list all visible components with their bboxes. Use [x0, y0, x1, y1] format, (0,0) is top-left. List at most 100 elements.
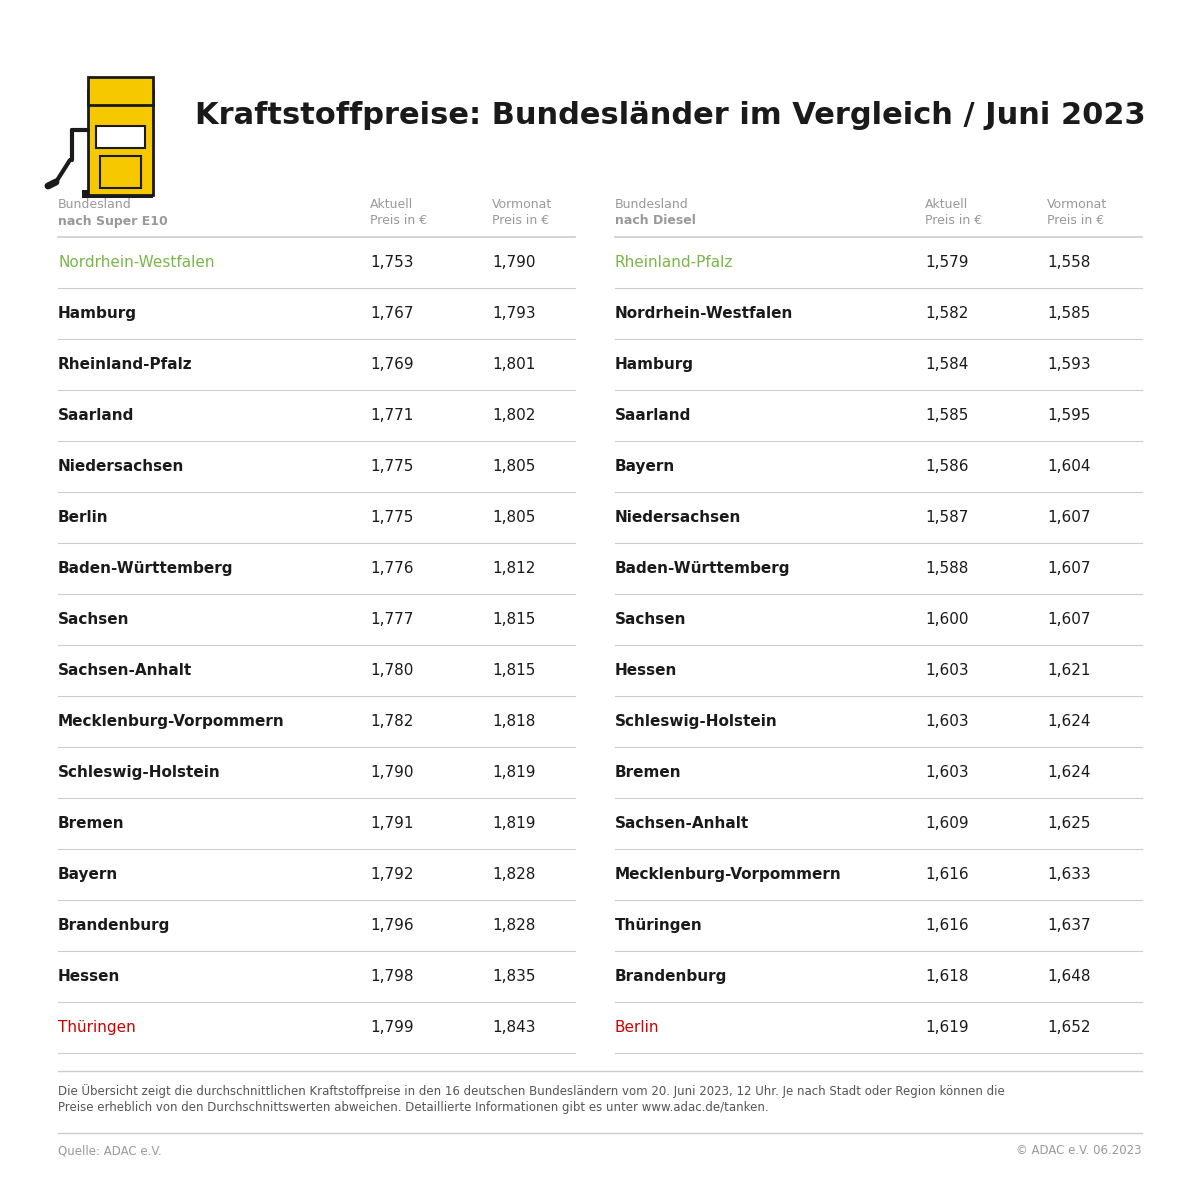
Text: 1,796: 1,796 [370, 917, 414, 933]
Text: 1,624: 1,624 [1046, 765, 1091, 780]
Text: Rheinland-Pfalz: Rheinland-Pfalz [58, 357, 193, 372]
Text: Sachsen: Sachsen [616, 612, 686, 628]
Text: Berlin: Berlin [58, 509, 109, 525]
Text: 1,802: 1,802 [492, 408, 535, 424]
Text: Preise erheblich von den Durchschnittswerten abweichen. Detaillierte Information: Preise erheblich von den Durchschnittswe… [58, 1100, 769, 1113]
Bar [82, 190, 154, 198]
Text: Preis in €: Preis in € [925, 215, 982, 228]
Text: Nordrhein-Westfalen: Nordrhein-Westfalen [58, 255, 215, 270]
Text: 1,775: 1,775 [370, 459, 413, 474]
Text: Preis in €: Preis in € [492, 215, 550, 228]
Text: Preis in €: Preis in € [370, 215, 427, 228]
Text: Berlin: Berlin [616, 1020, 660, 1036]
Text: 1,585: 1,585 [1046, 305, 1091, 321]
Text: 1,798: 1,798 [370, 969, 414, 984]
Text: © ADAC e.V. 06.2023: © ADAC e.V. 06.2023 [1016, 1144, 1142, 1157]
Text: 1,585: 1,585 [925, 408, 968, 424]
Text: Kraftstoffpreise: Bundesländer im Vergleich / Juni 2023: Kraftstoffpreise: Bundesländer im Vergle… [194, 100, 1146, 130]
Text: 1,767: 1,767 [370, 305, 414, 321]
Text: 1,603: 1,603 [925, 713, 968, 729]
Text: Thüringen: Thüringen [616, 917, 703, 933]
Text: 1,799: 1,799 [370, 1020, 414, 1036]
Text: Preis in €: Preis in € [1046, 215, 1104, 228]
Text: 1,607: 1,607 [1046, 509, 1091, 525]
Text: Baden-Württemberg: Baden-Württemberg [616, 561, 791, 576]
Text: Bremen: Bremen [58, 816, 125, 832]
Text: 1,775: 1,775 [370, 509, 413, 525]
Text: Sachsen-Anhalt: Sachsen-Anhalt [58, 663, 192, 678]
Text: Niedersachsen: Niedersachsen [58, 459, 185, 474]
Text: Niedersachsen: Niedersachsen [616, 509, 742, 525]
Text: 1,607: 1,607 [1046, 612, 1091, 628]
Text: 1,793: 1,793 [492, 305, 535, 321]
Text: 1,753: 1,753 [370, 255, 414, 270]
Text: 1,588: 1,588 [925, 561, 968, 576]
Text: Saarland: Saarland [58, 408, 134, 424]
Text: 1,587: 1,587 [925, 509, 968, 525]
Text: 1,586: 1,586 [925, 459, 968, 474]
Text: Sachsen: Sachsen [58, 612, 130, 628]
Bar [96, 126, 145, 148]
Text: Vormonat: Vormonat [1046, 198, 1108, 211]
Text: 1,584: 1,584 [925, 357, 968, 372]
Text: 1,633: 1,633 [1046, 867, 1091, 882]
Text: Vormonat: Vormonat [492, 198, 552, 211]
Text: Hamburg: Hamburg [616, 357, 694, 372]
Text: Hessen: Hessen [616, 663, 677, 678]
Text: 1,769: 1,769 [370, 357, 414, 372]
Text: Thüringen: Thüringen [58, 1020, 136, 1036]
Text: 1,619: 1,619 [925, 1020, 968, 1036]
Text: 1,801: 1,801 [492, 357, 535, 372]
Bar [88, 78, 154, 105]
Text: Schleswig-Holstein: Schleswig-Holstein [616, 713, 778, 729]
Text: 1,625: 1,625 [1046, 816, 1091, 832]
Text: 1,828: 1,828 [492, 917, 535, 933]
Text: nach Diesel: nach Diesel [616, 215, 696, 228]
Text: Bayern: Bayern [616, 459, 676, 474]
Text: 1,815: 1,815 [492, 663, 535, 678]
Text: 1,818: 1,818 [492, 713, 535, 729]
Text: 1,582: 1,582 [925, 305, 968, 321]
Text: 1,792: 1,792 [370, 867, 414, 882]
Text: 1,652: 1,652 [1046, 1020, 1091, 1036]
Text: 1,819: 1,819 [492, 816, 535, 832]
Text: 1,595: 1,595 [1046, 408, 1091, 424]
Text: 1,777: 1,777 [370, 612, 413, 628]
Bar [88, 89, 154, 194]
Text: 1,618: 1,618 [925, 969, 968, 984]
Text: nach Super E10: nach Super E10 [58, 215, 168, 228]
Bar [100, 156, 142, 188]
Text: Bayern: Bayern [58, 867, 119, 882]
Text: Rheinland-Pfalz: Rheinland-Pfalz [616, 255, 733, 270]
Text: 1,579: 1,579 [925, 255, 968, 270]
Text: Nordrhein-Westfalen: Nordrhein-Westfalen [616, 305, 793, 321]
Text: 1,805: 1,805 [492, 509, 535, 525]
Text: 1,603: 1,603 [925, 663, 968, 678]
Text: 1,771: 1,771 [370, 408, 413, 424]
Text: Sachsen-Anhalt: Sachsen-Anhalt [616, 816, 749, 832]
Text: Mecklenburg-Vorpommern: Mecklenburg-Vorpommern [58, 713, 284, 729]
Text: 1,805: 1,805 [492, 459, 535, 474]
Text: 1,782: 1,782 [370, 713, 413, 729]
Text: 1,621: 1,621 [1046, 663, 1091, 678]
Text: Brandenburg: Brandenburg [58, 917, 170, 933]
Text: 1,604: 1,604 [1046, 459, 1091, 474]
Text: 1,624: 1,624 [1046, 713, 1091, 729]
Text: Hamburg: Hamburg [58, 305, 137, 321]
Text: 1,607: 1,607 [1046, 561, 1091, 576]
Text: Quelle: ADAC e.V.: Quelle: ADAC e.V. [58, 1144, 162, 1157]
Text: 1,600: 1,600 [925, 612, 968, 628]
Text: 1,648: 1,648 [1046, 969, 1091, 984]
Text: 1,593: 1,593 [1046, 357, 1091, 372]
Text: Brandenburg: Brandenburg [616, 969, 727, 984]
Text: 1,609: 1,609 [925, 816, 968, 832]
Text: 1,790: 1,790 [492, 255, 535, 270]
Text: Die Übersicht zeigt die durchschnittlichen Kraftstoffpreise in den 16 deutschen : Die Übersicht zeigt die durchschnittlich… [58, 1084, 1004, 1098]
Text: 1,835: 1,835 [492, 969, 535, 984]
Text: 1,603: 1,603 [925, 765, 968, 780]
Text: Mecklenburg-Vorpommern: Mecklenburg-Vorpommern [616, 867, 841, 882]
Text: 1,637: 1,637 [1046, 917, 1091, 933]
Text: 1,815: 1,815 [492, 612, 535, 628]
Text: Aktuell: Aktuell [925, 198, 968, 211]
Text: 1,616: 1,616 [925, 867, 968, 882]
